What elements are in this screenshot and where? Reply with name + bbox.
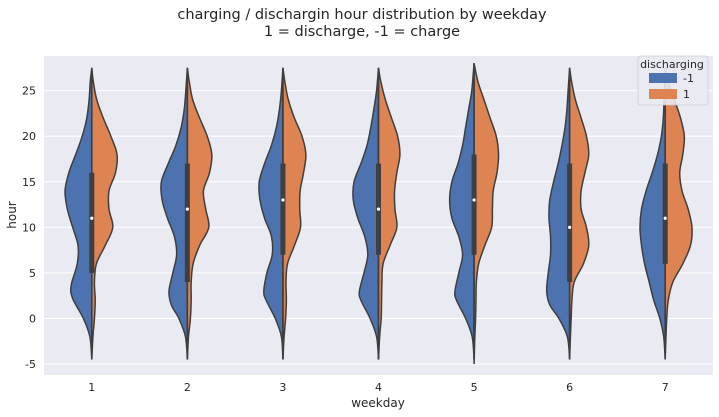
x-tick-labels: 1 2 3 4 5 6 7 [88, 381, 668, 394]
legend-swatch-charge [649, 73, 677, 83]
y-tick-label: 25 [22, 85, 36, 98]
violin-right-discharge [664, 67, 693, 360]
y-tick-label: 20 [22, 130, 36, 143]
violin-median-dot [568, 225, 572, 229]
x-tick-label: 1 [88, 381, 95, 394]
violin-left-charge [258, 67, 284, 360]
violin-left-charge [160, 67, 189, 360]
violin-iqr-box [662, 163, 668, 264]
violin-iqr-box [184, 163, 190, 283]
violin-right-discharge [91, 67, 119, 360]
violin-iqr-box [89, 172, 95, 273]
violin-median-dot [185, 207, 189, 211]
y-tick-label: 0 [29, 312, 36, 325]
violin-iqr-box [471, 154, 477, 255]
violin-left-charge [352, 67, 380, 360]
legend-label-charge: -1 [683, 72, 694, 85]
violin-iqr-box [280, 163, 286, 255]
x-tick-label: 5 [471, 381, 478, 394]
y-axis-label: hour [5, 201, 19, 229]
legend-label-discharge: 1 [683, 88, 690, 101]
legend-title: discharging [640, 58, 704, 71]
x-tick-label: 6 [566, 381, 573, 394]
x-tick-label: 4 [375, 381, 382, 394]
y-tick-label: 5 [29, 267, 36, 280]
violin-right-discharge [377, 67, 401, 360]
violin-median-dot [376, 207, 381, 211]
violin-median-dot [472, 198, 476, 202]
x-tick-label: 3 [279, 381, 286, 394]
violin-median-dot [90, 216, 94, 220]
violin-right-discharge [568, 67, 590, 360]
violin-iqr-box [567, 163, 573, 283]
violin-left-charge [639, 67, 666, 360]
chart-title: charging / dischargin hour distribution … [177, 7, 547, 23]
violin-right-discharge [186, 67, 213, 360]
violins [64, 63, 693, 365]
violin-left-charge [448, 63, 475, 360]
y-tick-labels: -5 0 5 10 15 20 25 [22, 85, 36, 371]
y-tick-label: 10 [22, 221, 36, 234]
violin-median-dot [281, 198, 285, 202]
y-tick-label: -5 [25, 358, 36, 371]
chart-subtitle: 1 = discharge, -1 = charge [264, 24, 460, 40]
violin-left-charge [64, 67, 93, 360]
legend: discharging -1 1 [637, 55, 709, 106]
x-tick-label: 2 [184, 381, 191, 394]
violin-left-charge [545, 67, 571, 360]
x-axis-label: weekday [351, 396, 405, 410]
violin-right-discharge [282, 67, 307, 360]
x-tick-label: 7 [662, 381, 669, 394]
violin-right-discharge [473, 63, 500, 365]
violin-median-dot [663, 216, 667, 220]
y-tick-label: 15 [22, 176, 36, 189]
legend-swatch-discharge [649, 89, 677, 99]
